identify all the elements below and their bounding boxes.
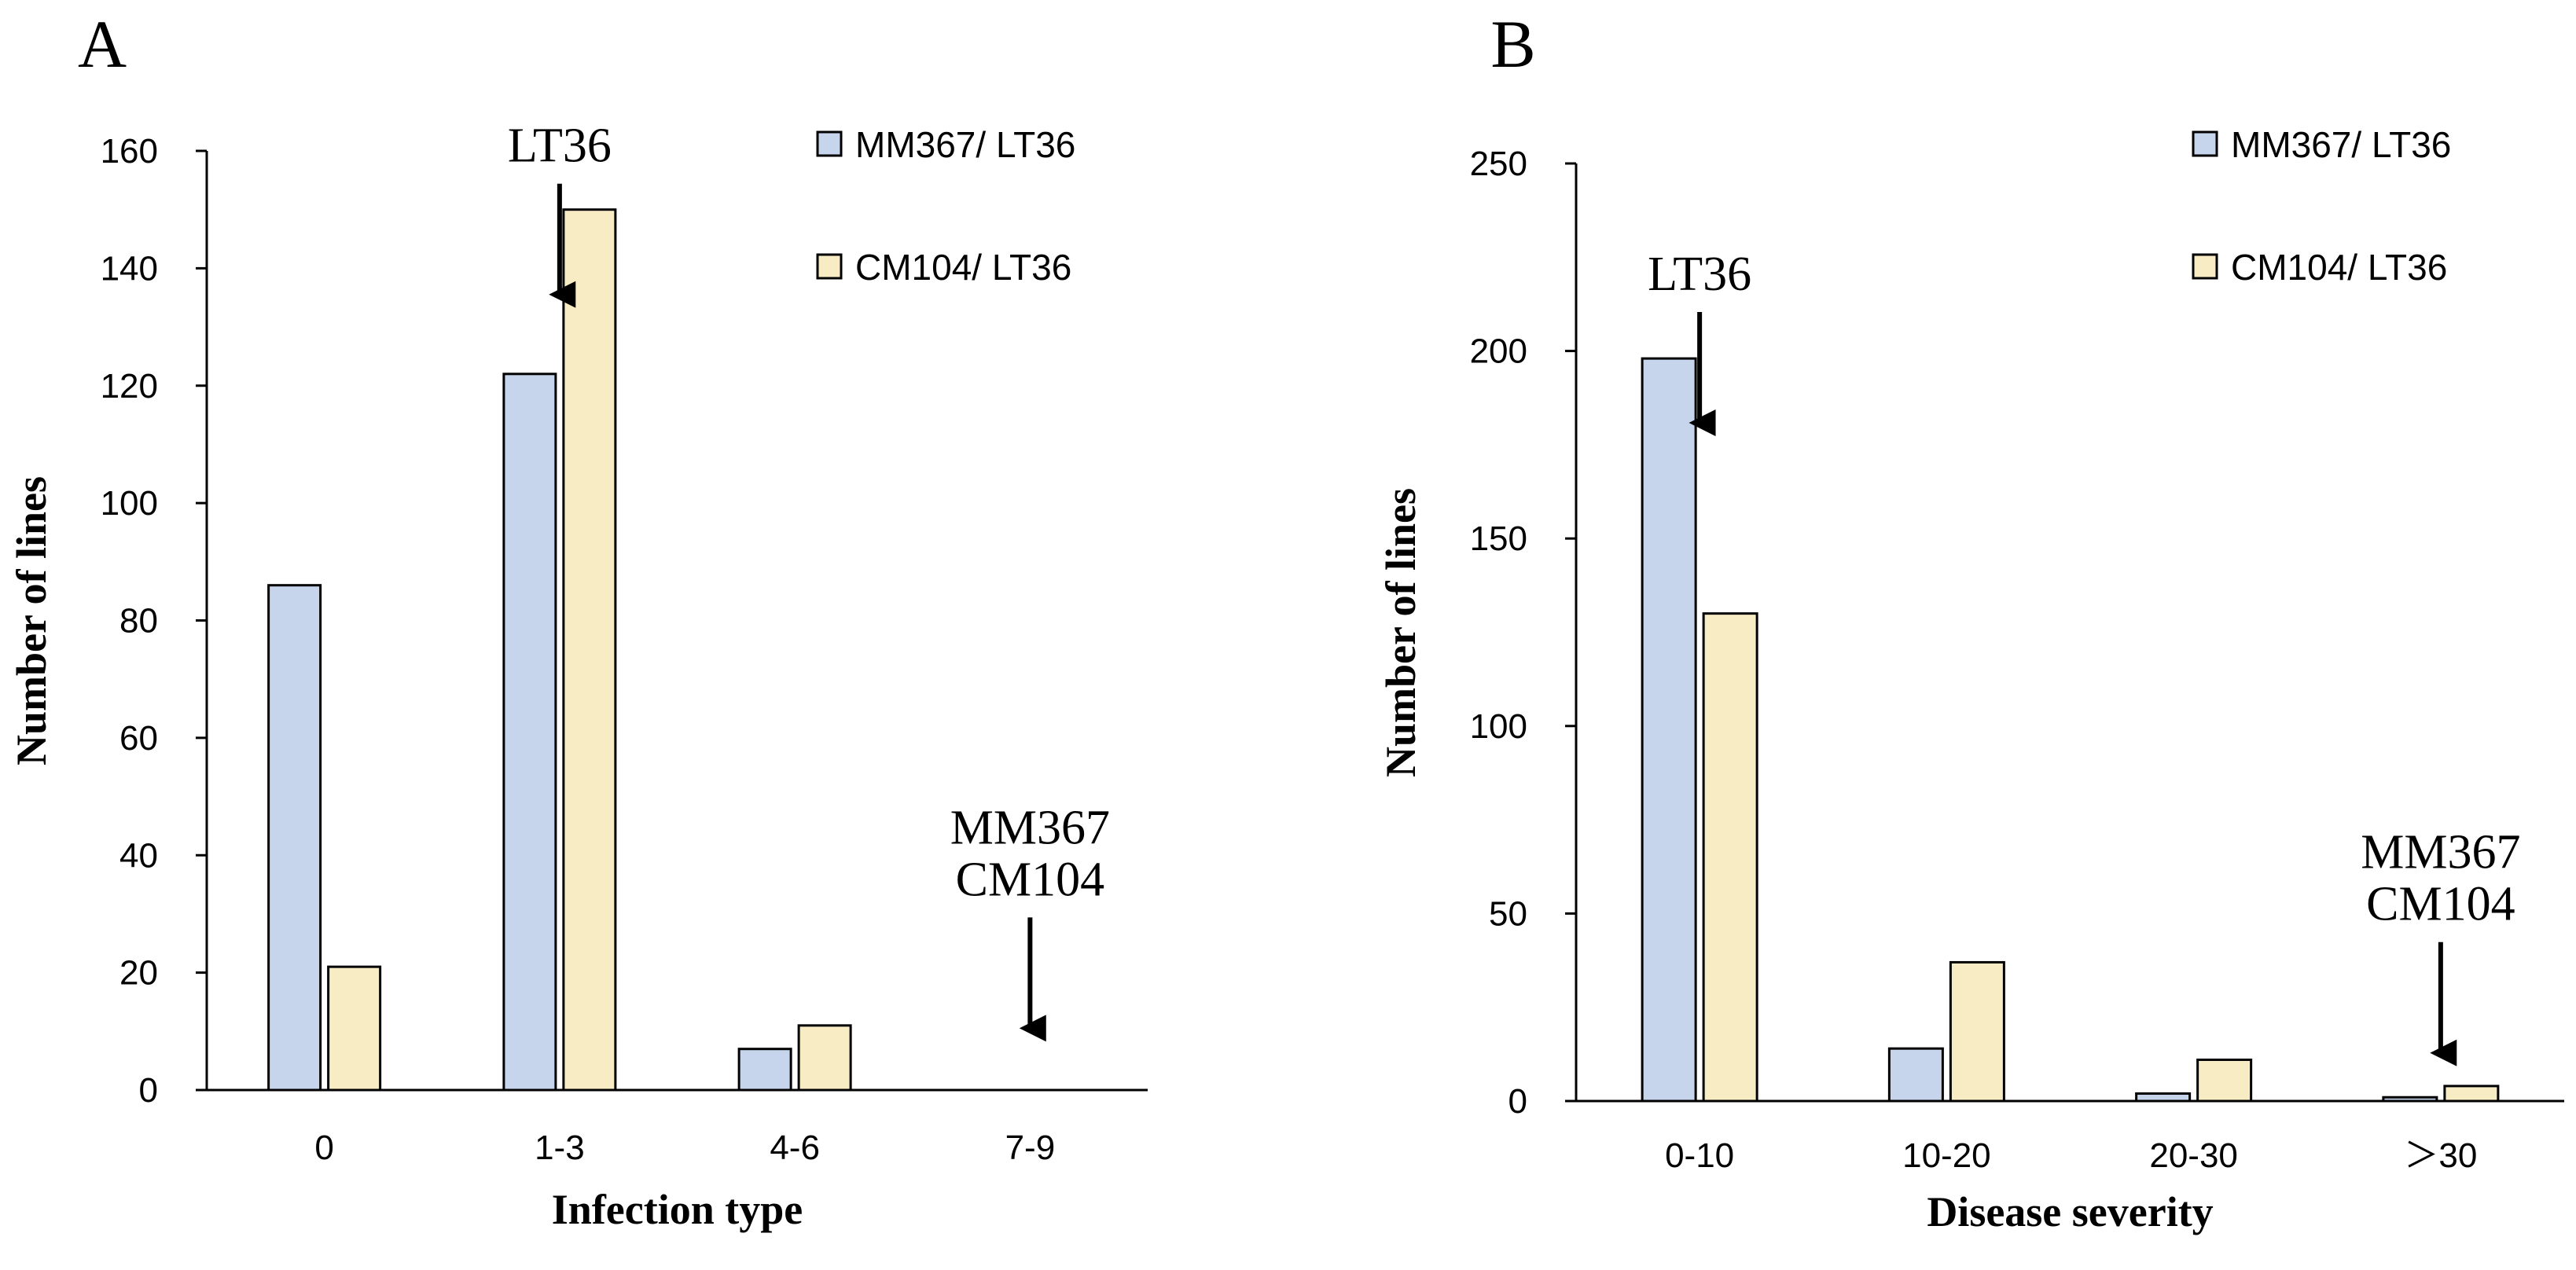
x-tick-label: 1-3 [535, 1129, 585, 1167]
y-tick-label: 160 [101, 132, 158, 171]
y-axis-title: Number of lines [8, 476, 55, 765]
annotation-text: LT36 [508, 119, 612, 173]
legend-label: MM367/ LT36 [855, 124, 1075, 165]
x-axis-title: Disease severity [1927, 1188, 2213, 1235]
panel-label: B [1490, 6, 1535, 82]
y-tick-label: 250 [1470, 145, 1527, 183]
bar-series2-0 [327, 965, 382, 1092]
x-axis-title: Infection type [552, 1186, 803, 1233]
x-tick-label: 7-9 [1005, 1129, 1056, 1167]
legend-label: CM104/ LT36 [2231, 247, 2447, 288]
bar-series2-2 [2196, 1059, 2253, 1103]
bar-series1-3 [2382, 1096, 2438, 1103]
bar-series2-1 [1949, 960, 2005, 1103]
bar-series1-1 [502, 373, 557, 1092]
x-tick-label: 0-10 [1665, 1136, 1734, 1175]
legend-swatch [2192, 130, 2218, 157]
annotation-text: CM104 [956, 853, 1104, 906]
y-tick-label: 60 [119, 719, 158, 758]
bar-series1-0 [1641, 357, 1697, 1103]
y-tick-label: 100 [101, 484, 158, 523]
bar-series1-1 [1887, 1047, 1944, 1103]
x-tick-label: 4-6 [770, 1129, 820, 1167]
y-tick-label: 140 [101, 249, 158, 288]
y-axis-title: Number of lines [1377, 488, 1424, 777]
y-tick-label: 120 [101, 367, 158, 406]
x-tick-label: ＞30 [2404, 1136, 2477, 1175]
y-tick-label: 0 [1508, 1082, 1527, 1121]
bar-series2-1 [562, 208, 617, 1092]
annotation-text: MM367 [2361, 826, 2520, 879]
y-tick-label: 50 [1489, 894, 1527, 933]
y-tick-label: 150 [1470, 519, 1527, 558]
bar-series1-0 [267, 584, 322, 1092]
bar-series1-2 [2135, 1092, 2192, 1103]
annotation-text: MM367 [950, 801, 1110, 854]
x-tick-label: 10-20 [1902, 1136, 1991, 1175]
panel-B: B 0 50 100 150 200 250 0-10 10-20 20-30 ＞30 Disease… [1377, 6, 2564, 1235]
legend-swatch [816, 130, 843, 157]
y-tick-label: 80 [119, 602, 158, 641]
bar-series2-0 [1702, 612, 1758, 1103]
bar-series1-2 [737, 1048, 792, 1092]
y-tick-label: 200 [1470, 332, 1527, 371]
x-tick-label: 0 [314, 1129, 333, 1167]
annotation-text: CM104 [2366, 878, 2515, 931]
legend-swatch [816, 253, 843, 280]
annotation-text: LT36 [1648, 248, 1751, 301]
bar-series2-2 [797, 1024, 852, 1092]
y-tick-label: 20 [119, 954, 158, 993]
y-tick-label: 100 [1470, 707, 1527, 746]
bar-series2-3 [2443, 1085, 2500, 1103]
legend-label: CM104/ LT36 [855, 247, 1071, 288]
legend-label: MM367/ LT36 [2231, 124, 2451, 165]
y-tick-label: 40 [119, 836, 158, 875]
legend-swatch [2192, 253, 2218, 280]
x-tick-label: 20-30 [2149, 1136, 2238, 1175]
panel-label: A [78, 6, 127, 82]
y-tick-label: 0 [139, 1071, 158, 1110]
panel-A: A 0 20 40 60 80 100 120 140 160 0 1-3 4-6 7-9 Infectio… [8, 6, 1148, 1233]
